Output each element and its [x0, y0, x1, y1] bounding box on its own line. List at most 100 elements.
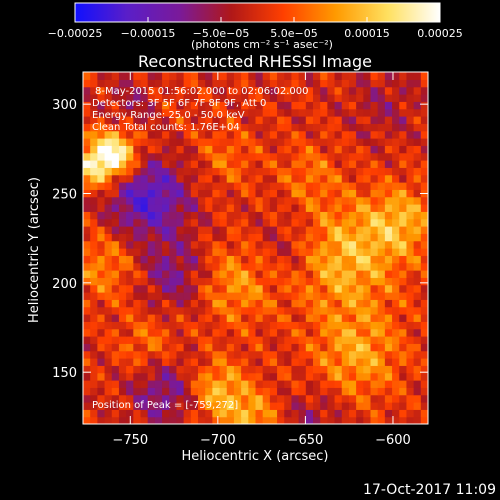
heatmap-pixel: [413, 350, 422, 359]
heatmap-pixel: [305, 123, 314, 132]
heatmap-pixel: [370, 138, 379, 146]
heatmap-pixel: [277, 167, 285, 176]
heatmap-pixel: [190, 336, 199, 344]
heatmap-pixel: [392, 358, 400, 366]
heatmap-pixel: [341, 226, 350, 234]
heatmap-pixel: [363, 277, 372, 286]
heatmap-pixel: [248, 130, 257, 139]
heatmap-pixel: [420, 284, 428, 293]
heatmap-pixel: [226, 343, 235, 352]
heatmap-pixel: [313, 387, 321, 396]
heatmap-pixel: [126, 86, 134, 95]
heatmap-pixel: [83, 233, 91, 242]
heatmap-pixel: [212, 79, 221, 88]
heatmap-pixel: [413, 160, 422, 168]
heatmap-pixel: [255, 328, 264, 337]
heatmap-pixel: [284, 86, 293, 95]
heatmap-pixel: [154, 138, 163, 146]
heatmap-pixel: [255, 321, 264, 330]
heatmap-pixel: [147, 204, 156, 212]
heatmap-pixel: [384, 350, 393, 359]
heatmap-pixel: [83, 86, 91, 95]
heatmap-pixel: [147, 314, 156, 322]
heatmap-pixel: [334, 72, 343, 80]
heatmap-pixel: [133, 299, 142, 308]
heatmap-pixel: [406, 130, 415, 139]
heatmap-pixel: [205, 416, 213, 424]
heatmap-pixel: [190, 116, 199, 124]
heatmap-pixel: [370, 358, 379, 366]
heatmap-pixel: [269, 138, 278, 146]
heatmap-pixel: [269, 94, 278, 102]
heatmap-pixel: [341, 167, 350, 176]
heatmap-pixel: [212, 138, 221, 146]
heatmap-pixel: [298, 350, 307, 359]
heatmap-pixel: [133, 152, 142, 161]
heatmap-pixel: [420, 79, 428, 88]
heatmap-pixel: [327, 101, 336, 110]
heatmap-pixel: [298, 86, 307, 95]
heatmap-pixel: [262, 240, 271, 249]
heatmap-pixel: [176, 365, 185, 374]
heatmap-pixel: [377, 328, 386, 337]
heatmap-pixel: [291, 321, 300, 330]
heatmap-pixel: [97, 145, 106, 154]
heatmap-pixel: [291, 292, 300, 300]
heatmap-pixel: [190, 350, 199, 359]
heatmap-pixel: [118, 284, 127, 293]
heatmap-pixel: [392, 365, 400, 374]
heatmap-pixel: [399, 350, 408, 359]
heatmap-pixel: [233, 394, 242, 403]
heatmap-pixel: [413, 167, 422, 176]
heatmap-pixel: [219, 138, 228, 146]
heatmap-pixel: [298, 145, 307, 154]
heatmap-pixel: [284, 182, 293, 190]
heatmap-pixel: [255, 394, 264, 403]
heatmap-pixel: [262, 350, 271, 359]
heatmap-pixel: [212, 372, 221, 381]
heatmap-pixel: [183, 262, 192, 271]
heatmap-pixel: [190, 372, 199, 381]
heatmap-pixel: [198, 350, 206, 359]
heatmap-pixel: [104, 350, 113, 359]
heatmap-pixel: [190, 152, 199, 161]
heatmap-pixel: [190, 394, 199, 403]
heatmap-pixel: [205, 160, 213, 168]
heatmap-pixel: [118, 108, 127, 117]
heatmap-pixel: [111, 409, 120, 418]
heatmap-pixel: [83, 380, 91, 388]
heatmap-pixel: [133, 350, 142, 359]
heatmap-pixel: [284, 365, 293, 374]
heatmap-pixel: [248, 218, 257, 227]
heatmap-pixel: [298, 343, 307, 352]
heatmap-pixel: [348, 358, 357, 366]
heatmap-pixel: [284, 350, 293, 359]
heatmap-pixel: [399, 233, 408, 242]
heatmap-pixel: [198, 72, 206, 80]
heatmap-pixel: [284, 387, 293, 396]
heatmap-pixel: [262, 86, 271, 95]
heatmap-pixel: [176, 394, 185, 403]
heatmap-pixel: [262, 72, 271, 80]
heatmap-pixel: [341, 350, 350, 359]
heatmap-pixel: [147, 336, 156, 344]
heatmap-pixel: [327, 262, 336, 271]
heatmap-pixel: [377, 145, 386, 154]
heatmap-pixel: [97, 123, 106, 132]
heatmap-pixel: [399, 409, 408, 418]
heatmap-pixel: [406, 416, 415, 424]
heatmap-pixel: [370, 409, 379, 418]
heatmap-pixel: [406, 79, 415, 88]
heatmap-pixel: [420, 123, 428, 132]
heatmap-pixel: [198, 365, 206, 374]
heatmap-pixel: [241, 130, 249, 139]
heatmap-pixel: [97, 160, 106, 168]
heatmap-pixel: [327, 270, 336, 278]
heatmap-pixel: [111, 306, 120, 315]
heatmap-pixel: [183, 416, 192, 424]
heatmap-pixel: [169, 211, 178, 220]
heatmap-pixel: [341, 321, 350, 330]
heatmap-pixel: [176, 108, 185, 117]
heatmap-pixel: [140, 255, 149, 264]
heatmap-pixel: [413, 321, 422, 330]
